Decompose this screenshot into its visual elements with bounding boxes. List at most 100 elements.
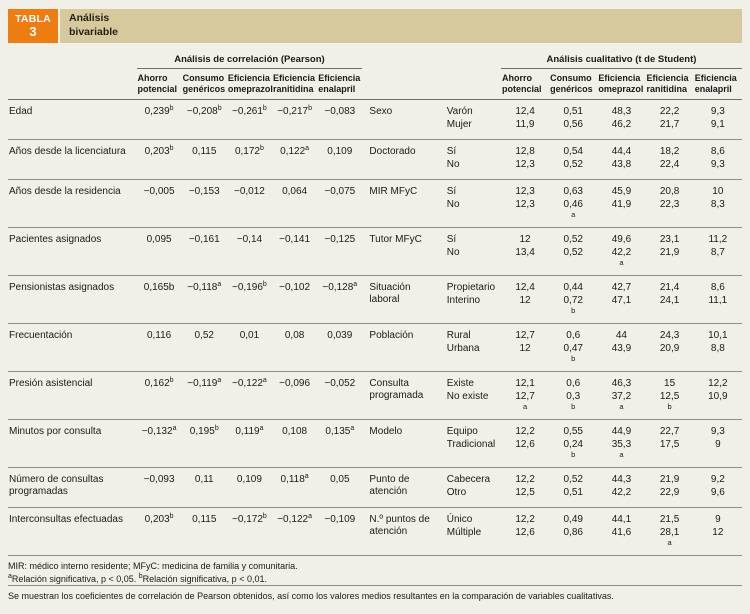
pearson-coefficient: 0,115 (181, 507, 227, 557)
pearson-coefficient: −0,208b (181, 99, 227, 141)
pearson-coefficient: −0,125 (317, 227, 363, 277)
significance-letter: a (667, 538, 672, 548)
student-mean-value: 0,52 (563, 474, 583, 486)
pearson-coefficient: −0,132a (136, 419, 182, 469)
row-variable-label: Interconsultas efectuadas (8, 507, 137, 557)
student-mean-value: 12,4 (515, 106, 535, 118)
qualitative-variable-label: Modelo (362, 419, 445, 469)
student-mean-value: 8,6 (710, 282, 725, 294)
student-mean-value: 12,4 (515, 282, 535, 294)
category-level-label: Tradicional (444, 438, 501, 469)
footnotes: MIR: médico interno residente; MFyC: med… (8, 560, 742, 603)
empty-cell (8, 54, 137, 69)
category-level-label: Único (446, 514, 473, 526)
student-mean-value: 42,2 (597, 486, 646, 509)
student-mean-value: 0,3 b (549, 390, 598, 421)
pearson-coefficient: −0,122a (226, 371, 273, 421)
student-mean-value: 12 (693, 526, 742, 557)
qualitative-variable-label: Tutor MFyC (362, 227, 445, 277)
student-mean-value: 28,1 a (645, 526, 694, 557)
table-row: Urbana 12 0,47 b 43,9 20,9 8,8 (8, 342, 742, 373)
group-header-row: Análisis de correlación (Pearson) Anális… (8, 54, 742, 69)
footnote-significance: aRelación significativa, p < 0,05. bRela… (8, 572, 267, 584)
significance-letter: b (571, 306, 576, 316)
qualitative-variable-label: Sexo (362, 99, 445, 141)
pearson-coefficient: −0,161 (181, 227, 227, 277)
student-mean-value: 22,2 (659, 106, 680, 118)
significance-letter: b (571, 354, 576, 364)
pearson-coefficient: 0,109 (226, 467, 273, 509)
student-mean-value: 0,6 (566, 330, 581, 342)
student-mean-value: 12,7 a (500, 390, 550, 421)
pearson-coefficient: 0,119a (226, 419, 273, 469)
pearson-coefficient: −0,109 (317, 507, 363, 557)
category-level-label: Propietario (446, 282, 496, 294)
pearson-group-header: Análisis de correlación (Pearson) (136, 54, 363, 69)
student-mean-value: 12 (500, 342, 550, 373)
table-row: Años desde la residencia −0,005 −0,153 −0,0… (8, 179, 742, 229)
table-row: Interino 12 0,72 b 47,1 24,1 11,1 (8, 294, 742, 325)
pearson-coefficient: 0,195b (181, 419, 227, 469)
student-mean-value: 44,3 (611, 474, 632, 486)
table-header-bar: TABLA 3 Análisis bivariable (8, 9, 742, 43)
category-level-label: Otro (444, 486, 501, 509)
qualitative-variable-label: MIR MFyC (362, 179, 445, 229)
pearson-coefficient: 0,203b (136, 139, 182, 181)
student-mean-value: 0,54 (563, 146, 583, 158)
column-header-student: Consumo genéricos (549, 68, 598, 101)
pearson-coefficient: 0,05 (317, 467, 363, 509)
column-header-row: Ahorro potencial Consumo genéricos Efici… (8, 68, 742, 101)
row-variable-label: Pacientes asignados (8, 227, 137, 277)
qualitative-variable-label: Población (362, 323, 445, 373)
student-mean-value: 8,8 (693, 342, 742, 373)
student-mean-value: 41,6 (597, 526, 646, 557)
table-row: No 12,3 0,52 43,8 22,4 9,3 (8, 158, 742, 181)
empty-cell (8, 68, 137, 101)
student-mean-value: 46,2 (597, 118, 646, 141)
pearson-coefficient: 0,08 (272, 323, 318, 373)
student-mean-value: 21,7 (645, 118, 694, 141)
student-mean-value: 10,1 (708, 330, 728, 342)
student-mean-value: 0,72 b (549, 294, 598, 325)
student-mean-value: 20,8 (659, 186, 680, 198)
student-mean-value: 0,52 (563, 234, 583, 246)
student-mean-value: 24,1 (645, 294, 694, 325)
significance-letter: a (619, 450, 624, 460)
pearson-coefficient: 0,095 (136, 227, 182, 277)
empty-cell (362, 68, 501, 101)
pearson-coefficient: 0,162b (136, 371, 182, 421)
student-mean-value: 10,9 (693, 390, 742, 421)
table-row: Múltiple 12,6 0,86 41,6 28,1 a 12 (8, 526, 742, 557)
pearson-coefficient: −0,093 (136, 467, 182, 509)
table-row: Interconsultas efectuadas 0,203b 0,115 −0,1… (8, 507, 742, 557)
pearson-coefficient: −0,118a (181, 275, 227, 325)
significance-letter: b (571, 402, 576, 412)
column-header-student: Eficiencia omeprazol (597, 68, 646, 101)
student-mean-value: 0,55 (563, 426, 583, 438)
student-mean-value: 43,8 (597, 158, 646, 181)
student-mean-value: 8,3 (693, 198, 742, 229)
table-number-box: TABLA 3 (8, 9, 58, 43)
column-header-student: Eficiencia ranitidina (645, 68, 694, 101)
student-mean-value: 0,86 (549, 526, 598, 557)
category-level-label: Múltiple (444, 526, 501, 557)
student-mean-value: 0,44 (563, 282, 583, 294)
table-row: Años desde la licenciatura 0,203b 0,115 0,1… (8, 139, 742, 181)
row-variable-label: Número de consultas programadas (8, 467, 137, 509)
student-mean-value: 21,9 (645, 246, 694, 277)
pearson-coefficient: 0,52 (181, 323, 227, 373)
student-mean-value: 0,49 (563, 514, 583, 526)
student-mean-value: 8,6 (710, 146, 725, 158)
table-row: Frecuentación 0,116 0,52 0,01 0,08 0,039 Pobla… (8, 323, 742, 373)
category-level-label: Urbana (444, 342, 501, 373)
student-mean-value: 13,4 (500, 246, 550, 277)
student-mean-value: 9,2 (710, 474, 725, 486)
student-mean-value: 18,2 (659, 146, 680, 158)
footnote-abbreviations: MIR: médico interno residente; MFyC: med… (8, 561, 298, 572)
student-mean-value: 42,7 (611, 282, 632, 294)
row-variable-label: Años desde la licenciatura (8, 139, 137, 181)
category-level-label: Sí (446, 186, 457, 198)
student-mean-value: 22,4 (645, 158, 694, 181)
student-mean-value: 12,7 (515, 330, 535, 342)
category-level-label: Interino (444, 294, 501, 325)
